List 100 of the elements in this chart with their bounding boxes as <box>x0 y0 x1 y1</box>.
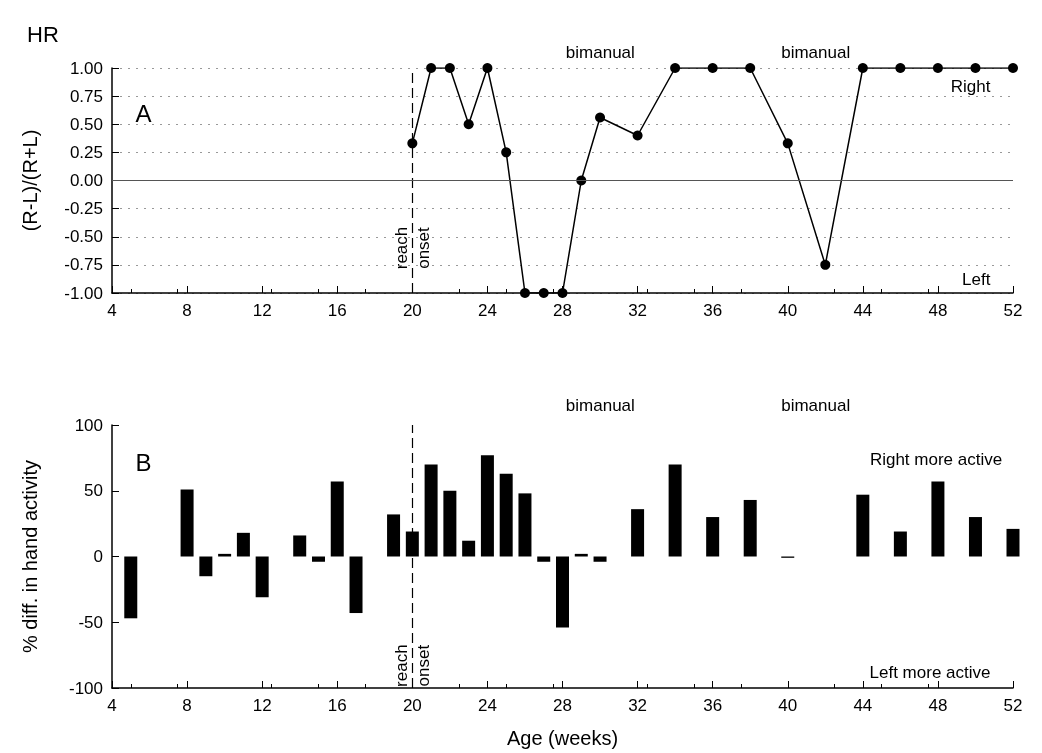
x-tick-label: 28 <box>553 696 572 715</box>
y-tick-label: -0.75 <box>64 255 103 275</box>
y-tick-label: -0.25 <box>64 199 103 219</box>
point <box>670 63 681 73</box>
bar <box>330 481 344 557</box>
y-tick-label: 50 <box>84 481 103 501</box>
bar <box>462 540 476 557</box>
bar <box>893 531 907 557</box>
point <box>932 63 943 73</box>
x-tick-label: 44 <box>853 301 873 320</box>
text: bimanual <box>781 396 851 416</box>
point <box>895 63 906 73</box>
bar <box>293 535 307 557</box>
point <box>782 138 793 149</box>
bar <box>424 464 438 557</box>
annotation: Right <box>950 76 991 96</box>
point <box>557 288 568 298</box>
bar <box>1006 528 1020 557</box>
text: bimanual <box>565 42 635 62</box>
point <box>444 63 455 73</box>
bar <box>856 494 870 557</box>
text: bimanual <box>781 42 851 62</box>
y-tick-label: -1.00 <box>64 283 103 303</box>
x-tick-label: 20 <box>402 301 422 320</box>
annotation: Left more active <box>869 663 991 682</box>
x-tick-label: 40 <box>778 696 798 715</box>
y-tick-label: 0.00 <box>69 171 103 190</box>
x-tick-label: 24 <box>477 696 497 715</box>
y-axis-title: (R-L)/(R+L) <box>19 129 41 232</box>
bar <box>236 532 250 557</box>
y-axis-title: % diff. in hand activity <box>19 459 41 654</box>
x-tick-label: 48 <box>928 696 948 715</box>
bar <box>668 464 682 557</box>
y-tick-label: -100 <box>68 678 103 698</box>
annotation: Left <box>962 270 991 289</box>
x-tick-label: 28 <box>553 301 572 320</box>
bar <box>311 556 325 562</box>
chart-title: HR <box>27 21 59 47</box>
point <box>482 63 493 73</box>
x-tick-label: 52 <box>1003 696 1023 715</box>
bar <box>556 556 569 628</box>
x-tick-label: 4 <box>107 301 117 320</box>
y-tick-label: 100 <box>74 415 103 435</box>
x-tick-label: 20 <box>402 696 422 715</box>
point <box>820 259 831 270</box>
bar <box>518 493 532 557</box>
y-tick-label: -50 <box>78 612 103 632</box>
y-tick-label: 0.50 <box>69 114 103 134</box>
bar <box>124 556 138 619</box>
y-tick-label: 0.75 <box>69 86 103 106</box>
x-tick-label: 40 <box>778 301 798 320</box>
annotation: reach <box>391 644 411 687</box>
annotation: Right more active <box>869 449 1003 469</box>
point <box>426 63 437 73</box>
x-tick-label: 36 <box>703 301 723 320</box>
bar <box>349 556 363 614</box>
annotation: onset <box>414 226 434 269</box>
x-tick-label: 12 <box>252 301 272 320</box>
bar <box>443 490 457 557</box>
bar <box>706 517 720 557</box>
x-tick-label: 4 <box>107 696 117 715</box>
x-tick-label: 48 <box>928 301 948 320</box>
x-tick-label: 32 <box>628 696 648 715</box>
point <box>632 130 643 141</box>
point <box>707 63 718 73</box>
bar <box>387 514 401 557</box>
x-tick-label: 16 <box>327 696 347 715</box>
annotation: reach <box>391 226 411 270</box>
bar <box>499 473 513 557</box>
bar <box>931 481 945 557</box>
point <box>595 112 606 123</box>
annotation: A <box>135 99 152 127</box>
bar <box>968 517 982 557</box>
bar <box>218 553 232 557</box>
point <box>501 147 512 158</box>
point <box>519 288 530 298</box>
bar <box>537 556 551 562</box>
x-tick-label: 8 <box>182 301 192 320</box>
point <box>745 63 756 73</box>
point <box>857 63 868 73</box>
x-tick-label: 16 <box>327 301 347 320</box>
x-tick-label: 8 <box>182 696 192 715</box>
bar <box>255 556 269 598</box>
point <box>407 138 418 149</box>
x-axis-title: Age (weeks) <box>506 727 619 749</box>
y-tick-label: -0.50 <box>64 227 103 247</box>
bar <box>593 556 607 562</box>
annotation: onset <box>414 644 434 687</box>
x-tick-label: 52 <box>1003 301 1023 320</box>
y-tick-label: 0 <box>93 547 103 566</box>
y-tick-label: 1.00 <box>69 58 103 78</box>
x-tick-label: 24 <box>477 301 497 320</box>
bar <box>743 499 757 557</box>
x-tick-label: 12 <box>252 696 272 715</box>
annotation: B <box>135 448 152 476</box>
point <box>463 119 474 130</box>
point <box>1008 63 1018 73</box>
bar <box>180 489 194 557</box>
y-tick-label: 0.25 <box>69 142 103 162</box>
point <box>970 63 981 73</box>
